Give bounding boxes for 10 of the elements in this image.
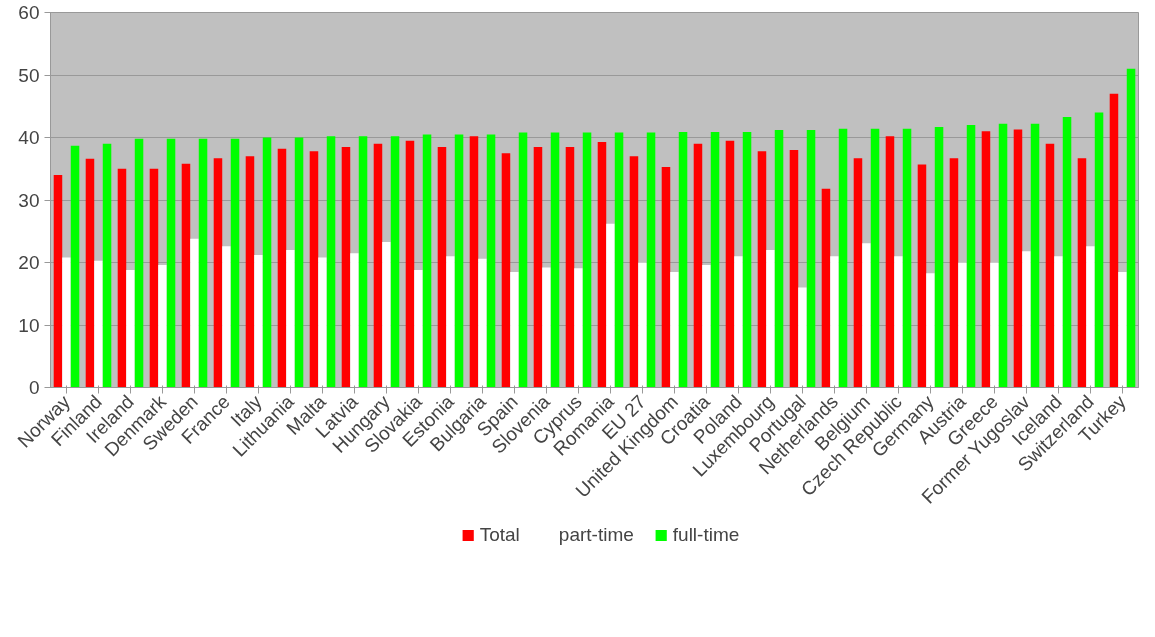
y-tick-label: 60 [18,2,40,23]
legend-label: full-time [672,524,740,546]
y-tick-label: 30 [18,189,40,211]
y-tick-label: 0 [28,377,40,398]
y-tick-label: 40 [18,127,40,148]
y-tick-label: 50 [18,64,40,86]
y-tick-label: 10 [18,314,40,336]
text: part-time [558,524,634,546]
y-tick-label: 20 [18,252,40,273]
legend-label: Total [479,524,520,546]
